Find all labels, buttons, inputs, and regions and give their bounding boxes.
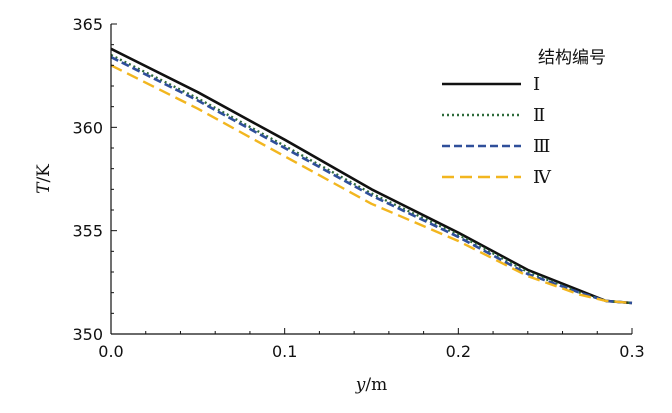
y-axis-variable: T — [34, 181, 54, 194]
legend-label-1: Ⅰ — [533, 74, 540, 95]
x-tick-label: 0.0 — [98, 342, 123, 361]
y-tick-label: 355 — [72, 222, 103, 241]
x-tick-label: 0.2 — [446, 342, 471, 361]
series-line-1 — [110, 47, 633, 305]
legend-label-4: Ⅳ — [533, 167, 552, 188]
y-axis-unit: /K — [34, 164, 54, 183]
y-tick-label: 365 — [72, 15, 103, 34]
x-axis-variable: y — [355, 375, 366, 395]
legend-label-2: Ⅱ — [533, 105, 545, 126]
x-axis-label: y/m — [355, 375, 387, 395]
x-axis-unit: /m — [365, 375, 387, 395]
axes-layer: 0.0 0.1 0.2 0.3 350 355 360 365 y/m T/K — [34, 15, 645, 395]
series-line-3 — [110, 55, 633, 305]
legend-layer: 结构编号 Ⅰ Ⅱ Ⅲ Ⅳ — [442, 48, 606, 188]
y-tick-label: 350 — [72, 325, 103, 344]
legend-title: 结构编号 — [538, 48, 606, 68]
series-layer — [110, 47, 633, 305]
x-tick-label: 0.3 — [619, 342, 644, 361]
y-tick-label: 360 — [72, 118, 103, 137]
x-tick-label: 0.1 — [272, 342, 297, 361]
series-line-2 — [110, 53, 633, 305]
y-axis-label: T/K — [34, 164, 54, 194]
series-line-4 — [110, 64, 633, 305]
legend-label-3: Ⅲ — [533, 136, 550, 157]
